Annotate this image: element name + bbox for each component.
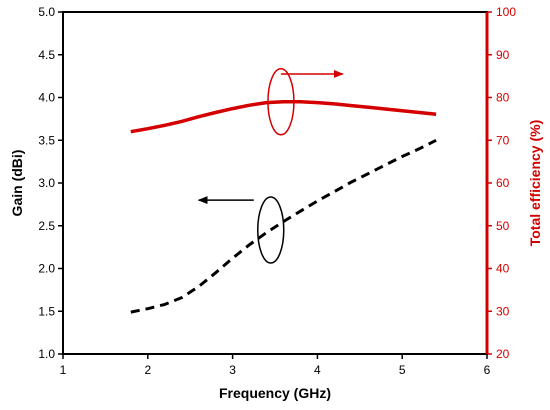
y-right-tick-label: 100: [496, 5, 516, 19]
y-right-tick-label: 50: [496, 219, 510, 233]
x-axis-label: Frequency (GHz): [219, 385, 331, 401]
series-layer: [130, 100, 437, 314]
y-left-tick-label: 1.0: [38, 347, 55, 361]
x-tick-label: 1: [60, 363, 67, 377]
y-left-tick-label: 5.0: [38, 5, 55, 19]
y-left-tick-label: 2.5: [38, 219, 55, 233]
x-tick-label: 4: [314, 363, 321, 377]
y-right-tick-label: 70: [496, 133, 510, 147]
y-left-tick-label: 1.5: [38, 304, 55, 318]
x-tick-label: 2: [144, 363, 151, 377]
x-tick-label: 5: [399, 363, 406, 377]
efficiency-series-line: [130, 100, 437, 134]
ticks-layer: 1 2 3 4 5 6 1.0 1.5 2.0 2.5 3.0 3.5 4.0 4.5 5.0 20 30 40 5…: [38, 5, 516, 377]
y-left-tick-label: 4.0: [38, 91, 55, 105]
y-left-tick-label: 3.5: [38, 133, 55, 147]
y-axis-left-label: Gain (dBi): [9, 150, 25, 217]
efficiency-annotation-ellipse: [267, 68, 295, 136]
plot-area-frame: [62, 11, 488, 355]
y-axis-right-label: Total efficiency (%): [527, 120, 543, 247]
x-tick-label: 3: [229, 363, 236, 377]
y-left-tick-label: 4.5: [38, 48, 55, 62]
y-right-tick-label: 80: [496, 91, 510, 105]
y-right-tick-label: 30: [496, 304, 510, 318]
y-left-tick-label: 2.0: [38, 262, 55, 276]
y-left-tick-label: 3.0: [38, 176, 55, 190]
x-tick-label: 6: [484, 363, 491, 377]
annotation-layer: [197, 68, 344, 264]
y-right-tick-label: 60: [496, 176, 510, 190]
gain-annotation-ellipse: [257, 196, 285, 264]
y-right-tick-label: 40: [496, 262, 510, 276]
y-right-tick-label: 20: [496, 347, 510, 361]
y-right-tick-label: 90: [496, 48, 510, 62]
